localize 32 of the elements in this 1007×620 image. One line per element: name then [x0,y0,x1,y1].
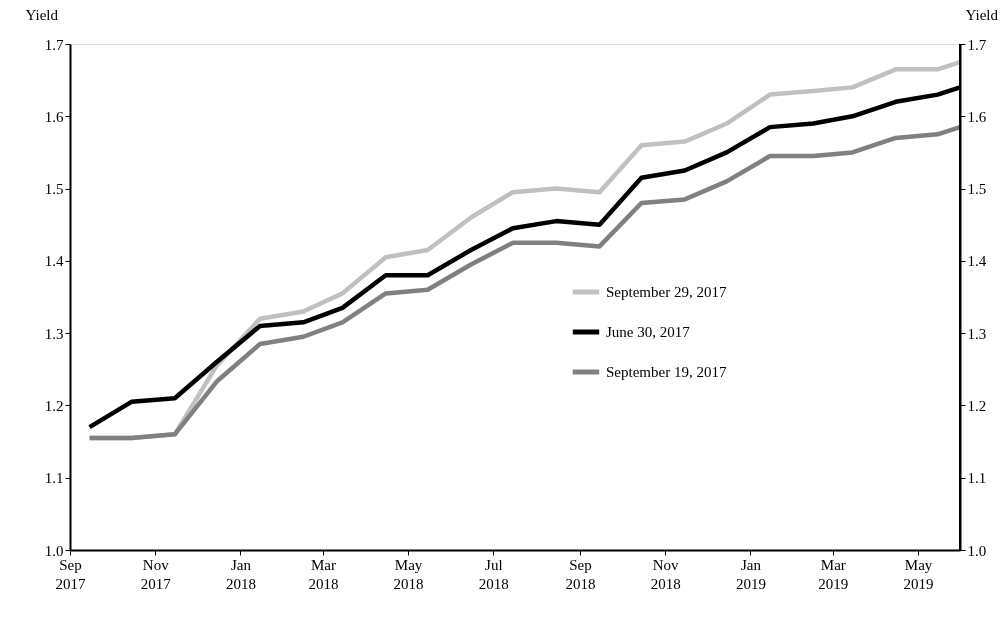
y-tick-label: 1.6 [44,108,64,125]
y2-tick-label: 1.0 [967,542,987,559]
y2-tick-label: 1.7 [967,36,987,53]
x-tick-label: Nov 2018 [650,556,681,592]
x-tick-label: Sep 2017 [55,556,86,592]
x-tick-label: Jan 2018 [225,556,256,592]
y2-axis-title: Yield [965,6,999,23]
x-tick-label: Sep 2018 [565,556,596,592]
y-tick-label: 1.7 [44,36,64,53]
y-tick-label: 1.3 [44,325,64,342]
legend-label: June 30, 2017 [606,324,691,340]
x-tick-label: Mar 2018 [308,556,339,592]
x-tick-label: Jan 2019 [735,556,766,592]
y-tick-label: 1.2 [44,397,64,414]
y2-tick-label: 1.6 [967,108,987,125]
legend-label: September 19, 2017 [606,364,727,380]
y2-tick-label: 1.1 [967,470,987,487]
y2-tick-label: 1.4 [967,253,987,270]
x-tick-label: Mar 2019 [818,556,849,592]
y-tick-label: 1.4 [44,253,64,270]
x-tick-label: Nov 2017 [140,556,172,592]
y-axis-title: Yield [25,6,59,23]
y2-tick-label: 1.5 [967,181,987,198]
y-tick-label: 1.1 [44,470,64,487]
y2-tick-label: 1.2 [967,397,987,414]
x-tick-label: Jul 2018 [478,556,509,592]
y2-tick-label: 1.3 [967,325,987,342]
x-tick-label: May 2018 [393,556,424,592]
y-tick-label: 1.0 [44,542,64,559]
x-tick-label: May 2019 [903,556,934,592]
y-tick-label: 1.5 [44,181,64,198]
legend-label: September 29, 2017 [606,284,727,300]
